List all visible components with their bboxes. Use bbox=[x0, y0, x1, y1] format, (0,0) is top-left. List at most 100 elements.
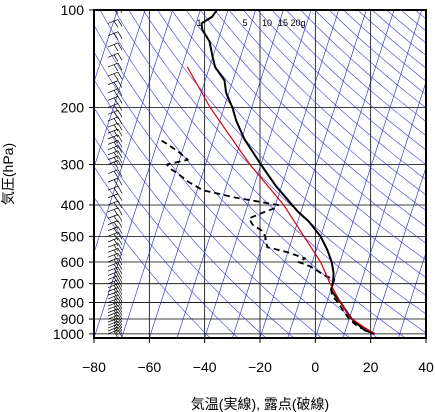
y-tick-label: 1000 bbox=[53, 326, 84, 342]
wind-barb-flag bbox=[113, 157, 119, 164]
wind-barb-staff bbox=[107, 177, 119, 183]
wind-barb bbox=[107, 150, 123, 159]
wind-barb-staff bbox=[107, 42, 119, 48]
isotherm-line bbox=[398, 251, 426, 338]
wind-barb-staff bbox=[107, 214, 119, 219]
wind-barb bbox=[107, 200, 123, 210]
x-tick-label: −40 bbox=[193, 359, 217, 375]
wind-barb-flag bbox=[113, 322, 119, 330]
wind-barb-staff bbox=[107, 320, 119, 326]
wind-barb-flag bbox=[117, 232, 123, 240]
wind-barb-staff bbox=[107, 298, 119, 303]
wind-barb-staff bbox=[107, 311, 119, 317]
wind-barb bbox=[107, 262, 123, 271]
wind-barb-flag bbox=[113, 54, 119, 62]
wind-barb bbox=[107, 122, 123, 132]
wind-barb-flag bbox=[117, 31, 123, 39]
wind-barb-flag bbox=[113, 111, 119, 119]
wind-barb-flag bbox=[117, 155, 123, 163]
wind-barb-flag bbox=[113, 82, 119, 89]
wind-barb-flag bbox=[117, 262, 123, 270]
wind-barb-flag bbox=[113, 90, 119, 97]
wind-barb-flag bbox=[117, 275, 123, 283]
wind-barb-flag bbox=[113, 141, 119, 149]
wind-barb-flag bbox=[113, 264, 119, 271]
dry-adiabat-line bbox=[94, 166, 239, 338]
wind-barb bbox=[107, 237, 123, 247]
wind-barb bbox=[107, 95, 123, 105]
wind-barb-flag bbox=[113, 313, 119, 321]
wind-barb bbox=[107, 31, 123, 40]
wind-barb-staff bbox=[107, 317, 119, 323]
wind-barb-flag bbox=[113, 259, 119, 267]
dry-adiabat-line bbox=[94, 196, 211, 338]
wind-barb-flag bbox=[113, 228, 119, 235]
isotherm-line bbox=[94, 10, 146, 169]
isotherm-line bbox=[94, 10, 118, 83]
wind-barb-staff bbox=[107, 71, 119, 77]
dry-adiabat-line bbox=[214, 10, 426, 211]
wind-barb-staff bbox=[107, 294, 119, 300]
wind-barb-flag bbox=[117, 220, 123, 228]
wind-barb-flag bbox=[113, 179, 119, 187]
wind-barb-staff bbox=[107, 140, 119, 145]
wind-barb-flag bbox=[117, 193, 123, 201]
wind-barb-staff bbox=[107, 283, 119, 288]
wind-barb-staff bbox=[107, 329, 119, 335]
x-tick-label: 40 bbox=[418, 359, 434, 375]
wind-barb-staff bbox=[107, 169, 119, 174]
wind-barb bbox=[107, 308, 123, 317]
wind-barb-flag bbox=[117, 71, 123, 80]
wind-barb-flag bbox=[117, 53, 123, 61]
wind-barb-flag bbox=[113, 215, 119, 223]
wind-barb bbox=[107, 103, 123, 112]
wind-barb bbox=[107, 323, 123, 333]
isotherm-line bbox=[370, 166, 426, 338]
dry-adiabat-line bbox=[185, 10, 426, 244]
profile-series bbox=[158, 10, 376, 335]
wind-barb-flag bbox=[113, 303, 119, 311]
y-tick-label: 800 bbox=[61, 294, 85, 310]
wind-barb-flag bbox=[113, 44, 119, 52]
y-tick-label: 200 bbox=[61, 99, 85, 115]
wind-barb-flag bbox=[113, 306, 119, 314]
dry-adiabat-line bbox=[128, 10, 426, 315]
dry-adiabat-line bbox=[94, 107, 294, 338]
wind-barb-flag bbox=[113, 249, 119, 257]
wind-barb-staff bbox=[107, 314, 119, 320]
wind-barb-flag bbox=[117, 42, 123, 51]
x-tick-label: −80 bbox=[82, 359, 106, 375]
dry-adiabat-line bbox=[94, 78, 322, 338]
wind-barb bbox=[107, 314, 123, 324]
y-tick-label: 900 bbox=[61, 311, 85, 327]
wind-barb-flag bbox=[117, 169, 123, 177]
wind-barb bbox=[107, 110, 123, 119]
wind-barb-staff bbox=[107, 52, 119, 58]
wind-barb-staff bbox=[107, 116, 119, 122]
wind-barb-flag bbox=[113, 292, 119, 300]
wind-barb-staff bbox=[107, 128, 119, 134]
wind-barb-flag bbox=[119, 10, 123, 14]
wind-barb-flag bbox=[113, 288, 119, 296]
y-tick-label: 500 bbox=[61, 228, 85, 244]
isotherm-line bbox=[121, 10, 229, 338]
wind-barb-staff bbox=[107, 80, 119, 85]
wind-barb-flag bbox=[117, 160, 123, 168]
wind-barb-flag bbox=[117, 185, 123, 194]
wind-barb-flag bbox=[117, 271, 123, 279]
wind-barb-flag bbox=[113, 239, 119, 247]
wind-barb-flag bbox=[113, 73, 119, 81]
adiabat-lines bbox=[94, 10, 426, 338]
wind-barb-flag bbox=[113, 328, 119, 336]
wind-barb bbox=[107, 169, 123, 178]
wind-barb-staff bbox=[107, 271, 119, 276]
dry-adiabat-line bbox=[343, 10, 426, 82]
wind-barb bbox=[107, 193, 123, 202]
wind-barb-flag bbox=[117, 214, 123, 222]
wind-barb-flag bbox=[117, 279, 123, 287]
dry-adiabat-line bbox=[94, 51, 350, 338]
wind-barb bbox=[107, 317, 123, 327]
dry-adiabat-line bbox=[243, 10, 426, 180]
